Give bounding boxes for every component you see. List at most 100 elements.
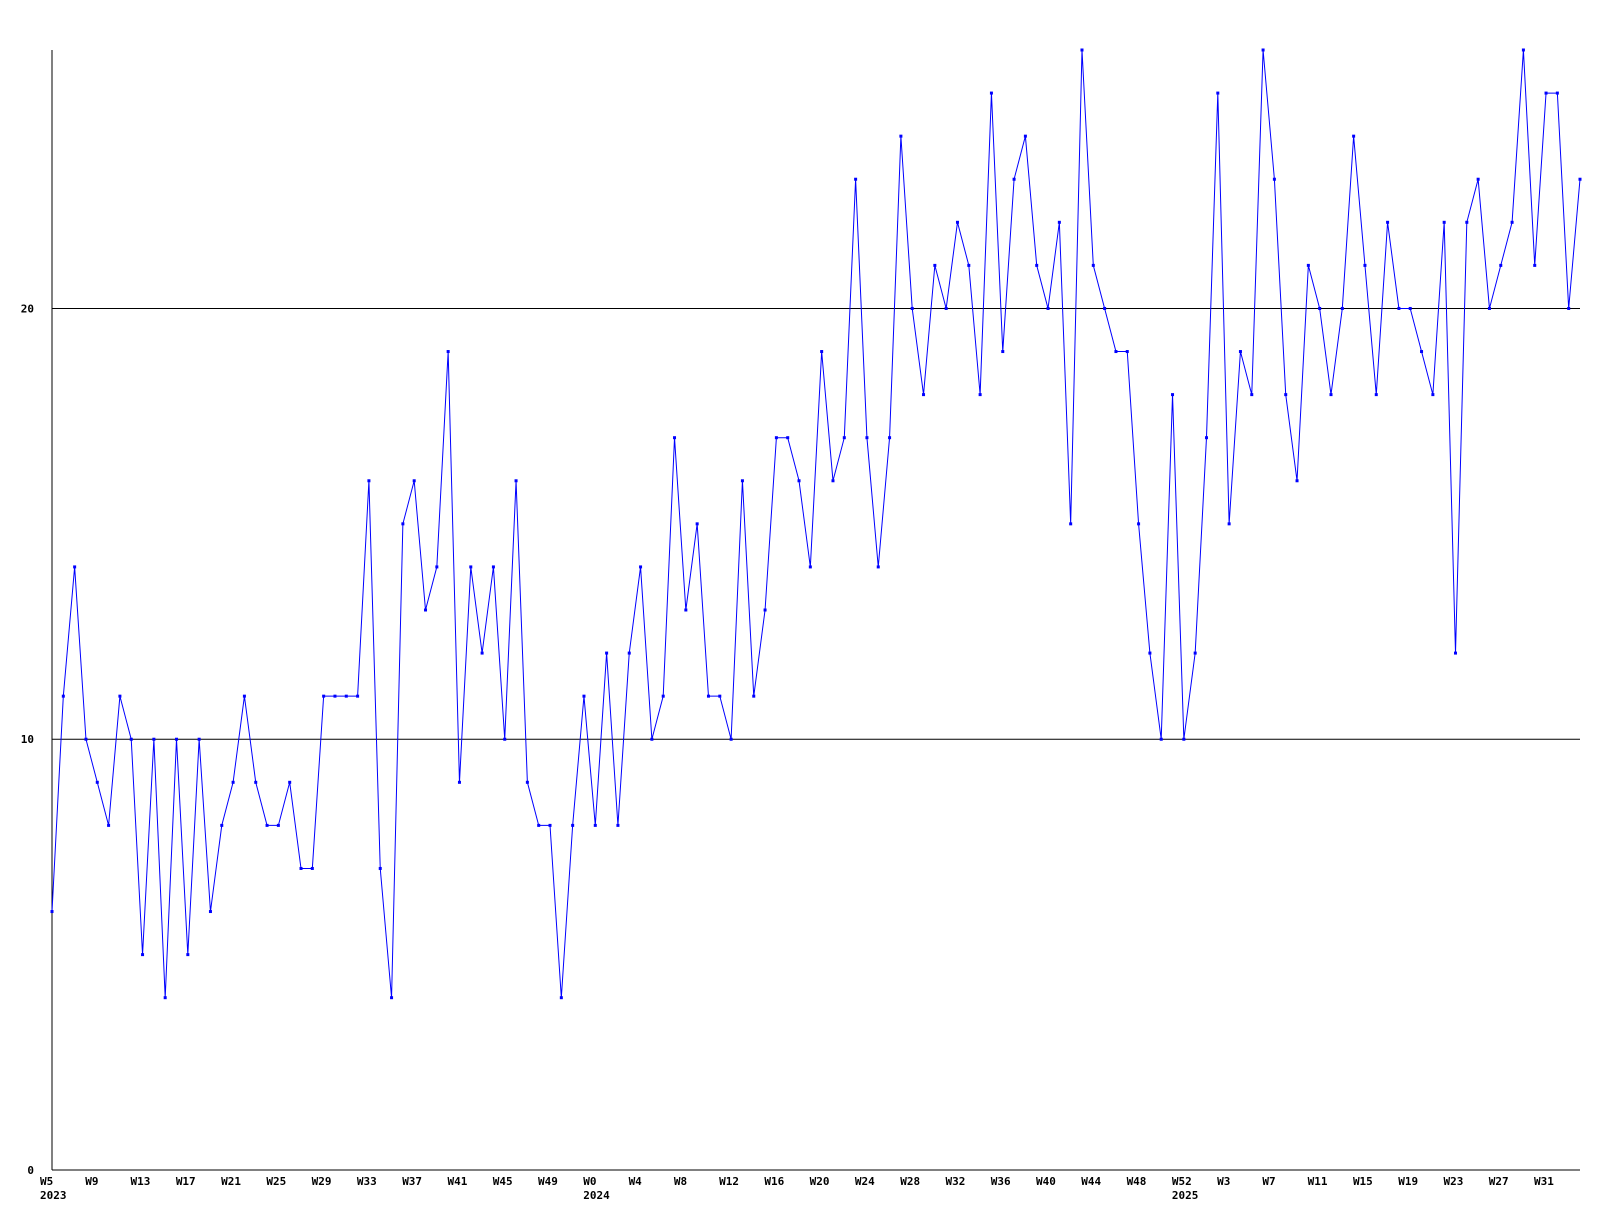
data-point	[356, 694, 360, 698]
data-point	[548, 823, 552, 827]
data-point	[763, 608, 767, 612]
data-point	[842, 436, 846, 440]
data-point	[1521, 48, 1525, 52]
data-point	[1137, 522, 1141, 526]
x-tick-label: W44	[1081, 1175, 1101, 1188]
x-tick-label: W5	[40, 1175, 53, 1188]
data-point	[1533, 263, 1537, 267]
x-tick-label: W24	[855, 1175, 875, 1188]
data-point	[480, 651, 484, 655]
data-point	[118, 694, 122, 698]
x-tick-label: W12	[719, 1175, 739, 1188]
data-point	[242, 694, 246, 698]
data-point	[582, 694, 586, 698]
data-point	[1069, 522, 1073, 526]
data-point	[333, 694, 337, 698]
data-point	[967, 263, 971, 267]
data-point	[1001, 350, 1005, 354]
data-point	[231, 780, 235, 784]
data-point	[989, 91, 993, 95]
data-point	[310, 866, 314, 870]
data-point	[899, 134, 903, 138]
data-point	[390, 996, 394, 1000]
data-point	[344, 694, 348, 698]
x-tick-label: W37	[402, 1175, 422, 1188]
x-tick-label: W16	[764, 1175, 784, 1188]
data-point	[186, 953, 190, 957]
data-point	[1453, 651, 1457, 655]
data-point	[1318, 306, 1322, 310]
data-point	[774, 436, 778, 440]
x-tick-label: W7	[1262, 1175, 1275, 1188]
data-point	[95, 780, 99, 784]
data-point	[820, 350, 824, 354]
x-tick-label: W33	[357, 1175, 377, 1188]
x-tick-label: W27	[1489, 1175, 1509, 1188]
data-point	[141, 953, 145, 957]
grid-layer	[52, 307, 1580, 740]
data-point	[797, 479, 801, 483]
data-point	[1193, 651, 1197, 655]
data-point	[412, 479, 416, 483]
data-point	[1204, 436, 1208, 440]
data-point	[1352, 134, 1356, 138]
x-tick-label: W25	[266, 1175, 286, 1188]
data-point	[1363, 263, 1367, 267]
data-point	[61, 694, 65, 698]
data-point	[1306, 263, 1310, 267]
data-point	[1182, 737, 1186, 741]
year-label: 2024	[583, 1189, 610, 1200]
data-point	[276, 823, 280, 827]
data-point	[661, 694, 665, 698]
data-point	[1114, 350, 1118, 354]
data-point	[593, 823, 597, 827]
year-label: 2025	[1172, 1189, 1199, 1200]
data-point	[695, 522, 699, 526]
data-point	[401, 522, 405, 526]
data-point	[1555, 91, 1559, 95]
marker-layer	[50, 48, 1582, 1000]
data-point	[163, 996, 167, 1000]
x-tick-labels: W5 W9 W13 W17 W21 W25 W29 W33 W37 W41 W45 W49 W0 W4 W8…	[40, 1175, 1554, 1188]
x-tick-label: W13	[131, 1175, 151, 1188]
data-point	[1476, 177, 1480, 181]
data-point	[1567, 306, 1571, 310]
x-tick-label: W4	[629, 1175, 643, 1188]
year-labels: 2023 2024 2025	[40, 1189, 1199, 1202]
data-point	[876, 565, 880, 569]
data-point	[1216, 91, 1220, 95]
data-point	[322, 694, 326, 698]
data-point	[888, 436, 892, 440]
data-point	[673, 436, 677, 440]
data-point	[367, 479, 371, 483]
data-point	[1238, 350, 1242, 354]
data-point	[831, 479, 835, 483]
data-point	[1578, 177, 1582, 181]
data-point	[650, 737, 654, 741]
x-tick-label: W0	[583, 1175, 596, 1188]
data-point	[1272, 177, 1276, 181]
y-tick-labels: 0 10 20	[21, 302, 34, 1177]
axis-layer	[51, 50, 1580, 1171]
data-point	[288, 780, 292, 784]
data-point	[1125, 350, 1129, 354]
data-point	[1057, 220, 1061, 224]
data-point	[865, 436, 869, 440]
y-tick-label: 0	[27, 1164, 34, 1177]
data-point	[1091, 263, 1095, 267]
x-tick-label: W19	[1398, 1175, 1418, 1188]
x-tick-label: W29	[312, 1175, 332, 1188]
data-point	[1544, 91, 1548, 95]
data-point	[955, 220, 959, 224]
data-point	[378, 866, 382, 870]
x-tick-label: W36	[991, 1175, 1011, 1188]
x-tick-label: W3	[1217, 1175, 1230, 1188]
data-point	[786, 436, 790, 440]
x-tick-label: W49	[538, 1175, 558, 1188]
data-point	[1227, 522, 1231, 526]
series-layer	[51, 49, 1581, 998]
data-point	[1012, 177, 1016, 181]
x-tick-label: W28	[900, 1175, 920, 1188]
